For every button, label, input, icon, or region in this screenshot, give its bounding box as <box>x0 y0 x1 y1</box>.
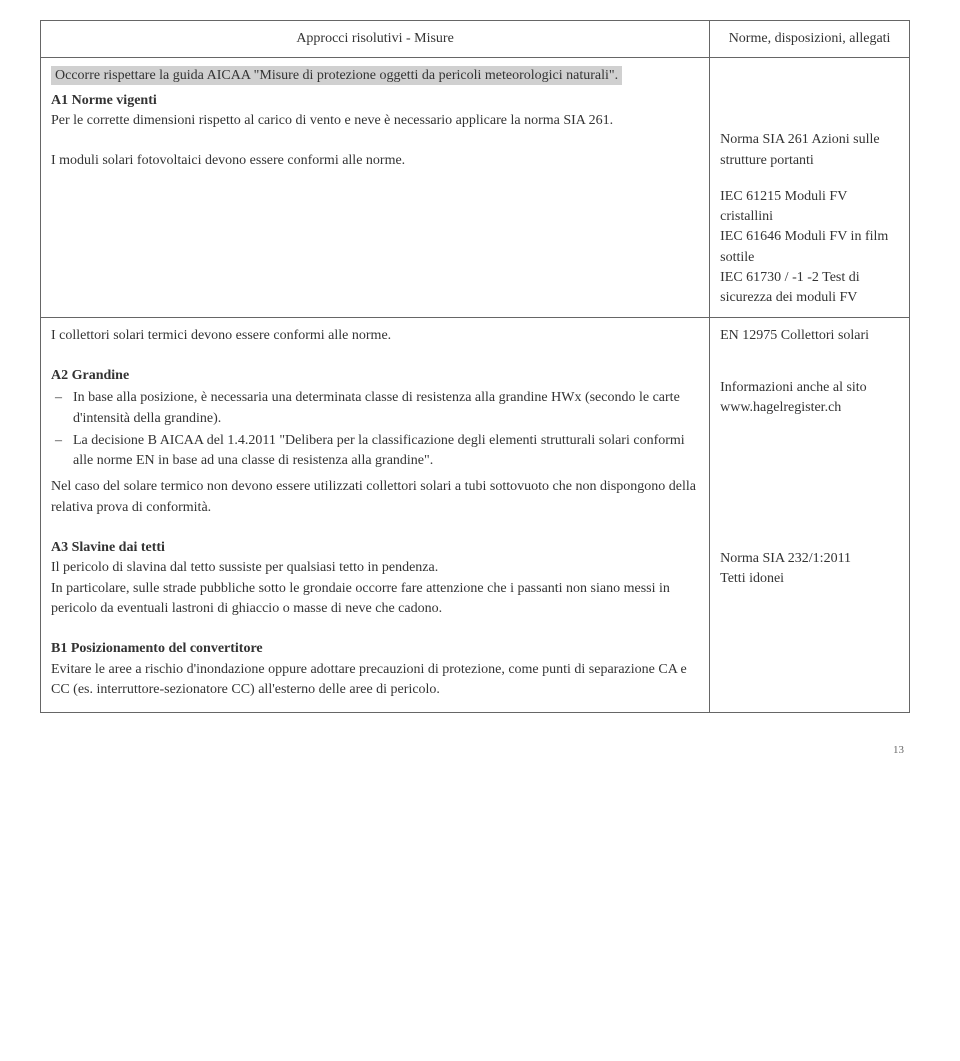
row2-right: EN 12975 Collettori solari Informazioni … <box>710 317 910 712</box>
table-header-row: Approcci risolutivi - Misure Norme, disp… <box>41 21 910 58</box>
a3-norm-tetti: Tetti idonei <box>720 569 899 589</box>
a3-line2: In particolare, sulle strade pubbliche s… <box>51 581 670 616</box>
a3-line1: Il pericolo di slavina dal tetto sussist… <box>51 560 438 575</box>
main-table: Approcci risolutivi - Misure Norme, disp… <box>40 20 910 713</box>
norm-iec61730: IEC 61730 / -1 -2 Test di sicurezza dei … <box>720 268 899 309</box>
page-number: 13 <box>40 743 910 759</box>
a2-bullet-list: In base alla posizione, è necessaria una… <box>51 388 699 471</box>
a2-bullet-1: In base alla posizione, è necessaria una… <box>73 388 699 429</box>
a2-bullet-2: La decisione B AICAA del 1.4.2011 "Delib… <box>73 431 699 472</box>
table-row: Occorre rispettare la guida AICAA "Misur… <box>41 58 910 317</box>
norm-sia261: Norma SIA 261 Azioni sulle strutture por… <box>720 130 899 171</box>
header-left: Approcci risolutivi - Misure <box>41 21 710 58</box>
norm-iec61646: IEC 61646 Moduli FV in film sottile <box>720 227 899 268</box>
row1-left: Occorre rispettare la guida AICAA "Misur… <box>41 58 710 317</box>
a1-body: Per le corrette dimensioni rispetto al c… <box>51 113 613 128</box>
b1-title: B1 Posizionamento del convertitore <box>51 641 263 656</box>
a2-tail: Nel caso del solare termico non devono e… <box>51 479 696 514</box>
collettori-line: I collettori solari termici devono esser… <box>51 328 391 343</box>
grey-guide-text: Occorre rispettare la guida AICAA "Misur… <box>51 66 622 85</box>
norm-iec61215: IEC 61215 Moduli FV cristallini <box>720 187 899 228</box>
norm-en12975: EN 12975 Collettori solari <box>720 326 899 346</box>
a2-title: A2 Grandine <box>51 368 129 383</box>
a3-title: A3 Slavine dai tetti <box>51 540 165 555</box>
table-row: I collettori solari termici devono esser… <box>41 317 910 712</box>
a3-norm-sia232: Norma SIA 232/1:2011 <box>720 549 899 569</box>
fv-line: I moduli solari fotovoltaici devono esse… <box>51 153 405 168</box>
a1-title: A1 Norme vigenti <box>51 93 157 108</box>
a2-norm-info: Informazioni anche al sito www.hagelregi… <box>720 378 899 419</box>
header-right: Norme, disposizioni, allegati <box>710 21 910 58</box>
b1-line1: Evitare le aree a rischio d'inondazione … <box>51 662 687 697</box>
row1-right: Norma SIA 261 Azioni sulle strutture por… <box>710 58 910 317</box>
row2-left: I collettori solari termici devono esser… <box>41 317 710 712</box>
